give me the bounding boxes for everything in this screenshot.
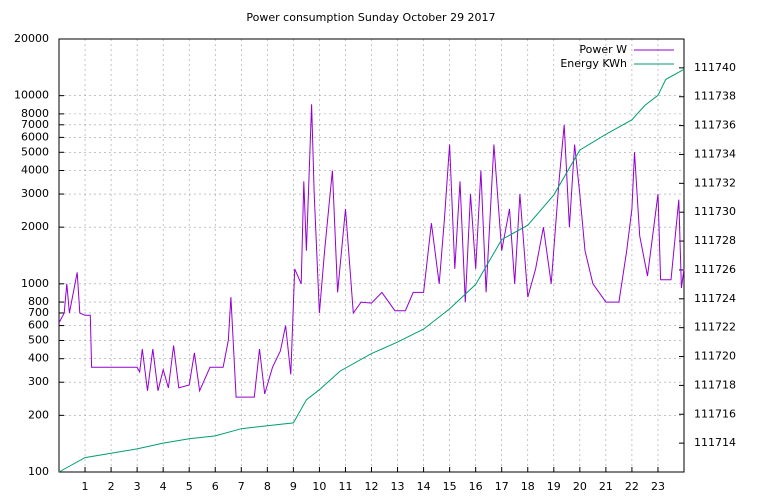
series-line <box>58 104 685 398</box>
legend-label: Power W <box>579 43 627 56</box>
legend-label: Energy KWh <box>560 57 627 70</box>
x-tick-label: 16 <box>469 480 483 493</box>
x-tick-label: 6 <box>212 480 219 493</box>
x-tick-label: 18 <box>521 480 535 493</box>
y-tick-label: 400 <box>28 352 49 365</box>
x-tick-label: 12 <box>365 480 379 493</box>
series-line <box>58 68 685 473</box>
x-tick-label: 13 <box>391 480 405 493</box>
x-tick-label: 7 <box>238 480 245 493</box>
x-tick-label: 14 <box>417 480 431 493</box>
y-tick-label: 600 <box>28 319 49 332</box>
x-tick-label: 20 <box>573 480 587 493</box>
x-tick-label: 22 <box>625 480 639 493</box>
y2-tick-label: 111738 <box>694 90 736 103</box>
y-tick-label: 7000 <box>21 118 49 131</box>
y2-tick-label: 111736 <box>694 119 736 132</box>
y2-tick-label: 111720 <box>694 350 736 363</box>
x-tick-label: 23 <box>651 480 665 493</box>
x-tick-label: 2 <box>108 480 115 493</box>
y2-tick-label: 111722 <box>694 321 736 334</box>
chart-title: Power consumption Sunday October 29 2017 <box>246 11 495 24</box>
y2-tick-label: 111718 <box>694 378 736 391</box>
y-tick-label: 2000 <box>21 220 49 233</box>
y-tick-label: 100 <box>28 465 49 478</box>
y2-tick-label: 111726 <box>694 263 736 276</box>
x-tick-label: 5 <box>186 480 193 493</box>
y2-tick-label: 111728 <box>694 234 736 247</box>
x-tick-label: 3 <box>134 480 141 493</box>
y-tick-label: 6000 <box>21 130 49 143</box>
y-tick-label: 3000 <box>21 187 49 200</box>
y2-tick-label: 111716 <box>694 407 736 420</box>
y-tick-label: 8000 <box>21 107 49 120</box>
y2-tick-label: 111714 <box>694 436 736 449</box>
x-tick-label: 19 <box>547 480 561 493</box>
y2-tick-label: 111740 <box>694 61 736 74</box>
x-tick-label: 1 <box>82 480 89 493</box>
y-tick-label: 20000 <box>14 32 49 45</box>
x-tick-label: 9 <box>290 480 297 493</box>
y-tick-label: 4000 <box>21 164 49 177</box>
y2-tick-label: 111730 <box>694 205 736 218</box>
y-tick-label: 500 <box>28 333 49 346</box>
y-tick-label: 200 <box>28 408 49 421</box>
y-tick-label: 10000 <box>14 89 49 102</box>
x-tick-label: 15 <box>443 480 457 493</box>
x-tick-label: 10 <box>312 480 326 493</box>
y-tick-label: 5000 <box>21 145 49 158</box>
y-tick-label: 700 <box>28 306 49 319</box>
x-tick-label: 21 <box>599 480 613 493</box>
y-tick-label: 1000 <box>21 277 49 290</box>
y2-tick-label: 111732 <box>694 176 736 189</box>
x-tick-label: 8 <box>264 480 271 493</box>
y-tick-label: 300 <box>28 375 49 388</box>
y-tick-label: 800 <box>28 295 49 308</box>
x-tick-label: 17 <box>495 480 509 493</box>
plot-frame <box>58 38 685 473</box>
x-tick-label: 11 <box>338 480 352 493</box>
x-tick-label: 4 <box>160 480 167 493</box>
y2-tick-label: 111724 <box>694 292 736 305</box>
y2-tick-label: 111734 <box>694 147 736 160</box>
